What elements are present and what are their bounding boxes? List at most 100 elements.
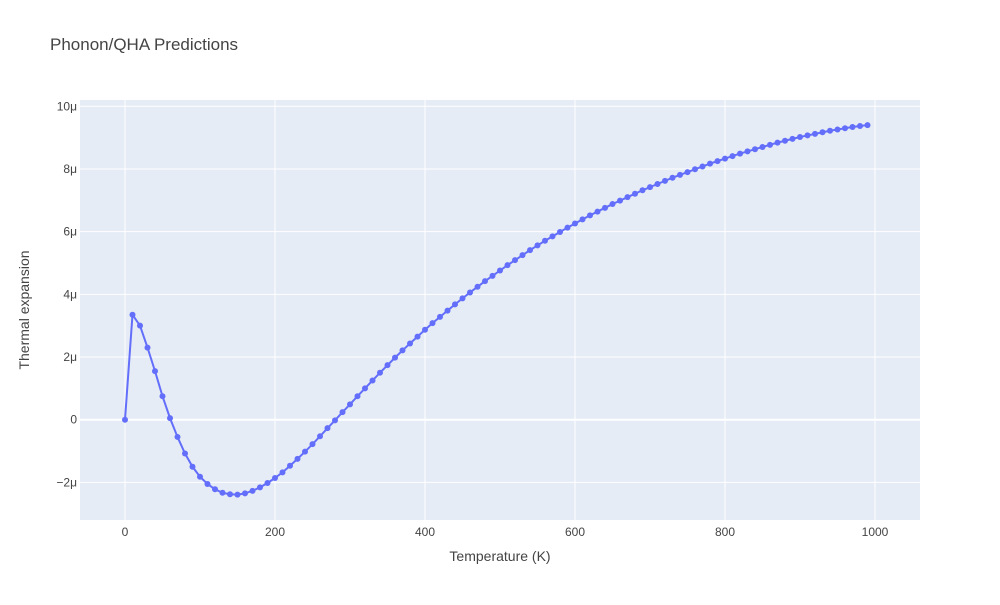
data-point[interactable] [864, 122, 871, 129]
data-point[interactable] [272, 475, 278, 481]
data-point[interactable] [497, 267, 503, 274]
data-point[interactable] [122, 416, 128, 423]
data-point[interactable] [684, 169, 691, 176]
data-point[interactable] [639, 187, 646, 194]
data-point[interactable] [377, 369, 383, 376]
data-point[interactable] [632, 190, 638, 197]
data-point[interactable] [767, 141, 773, 148]
data-point[interactable] [812, 130, 818, 137]
data-point[interactable] [564, 224, 571, 231]
data-point[interactable] [189, 463, 196, 470]
data-point[interactable] [234, 491, 241, 498]
data-point[interactable] [324, 425, 331, 432]
data-point[interactable] [489, 272, 496, 279]
data-point[interactable] [677, 171, 683, 178]
data-point[interactable] [339, 409, 346, 416]
data-point[interactable] [399, 347, 406, 354]
data-point[interactable] [707, 160, 713, 167]
data-point[interactable] [842, 125, 848, 132]
data-point[interactable] [729, 153, 736, 160]
data-point[interactable] [714, 158, 721, 165]
data-point[interactable] [534, 242, 541, 249]
data-point[interactable] [444, 307, 451, 314]
data-point[interactable] [662, 177, 668, 184]
data-point[interactable] [782, 137, 788, 144]
data-point[interactable] [287, 462, 293, 469]
data-point[interactable] [204, 480, 211, 487]
data-point[interactable] [279, 469, 286, 476]
data-point[interactable] [467, 289, 473, 296]
data-point[interactable] [227, 491, 233, 498]
data-point[interactable] [422, 326, 428, 333]
data-point[interactable] [819, 129, 826, 136]
data-point[interactable] [197, 473, 203, 480]
data-point[interactable] [152, 368, 158, 375]
data-point[interactable] [654, 181, 661, 187]
data-point[interactable] [159, 393, 166, 400]
data-point[interactable] [174, 433, 181, 440]
data-point[interactable] [669, 174, 676, 181]
data-point[interactable] [137, 322, 143, 329]
data-point[interactable] [392, 354, 398, 361]
data-point[interactable] [474, 283, 481, 290]
data-point[interactable] [317, 433, 323, 440]
data-point[interactable] [804, 132, 811, 139]
data-point[interactable] [699, 163, 706, 170]
data-point[interactable] [302, 448, 308, 455]
data-point[interactable] [362, 385, 368, 392]
data-point[interactable] [332, 417, 338, 424]
data-point[interactable] [609, 201, 616, 208]
data-point[interactable] [519, 252, 526, 259]
data-point[interactable] [309, 441, 316, 448]
data-point[interactable] [369, 377, 376, 384]
data-point[interactable] [257, 484, 263, 491]
data-point[interactable] [594, 208, 601, 215]
data-point[interactable] [512, 257, 518, 264]
data-point[interactable] [774, 139, 781, 146]
data-point[interactable] [647, 184, 653, 191]
data-point[interactable] [384, 362, 391, 369]
data-point[interactable] [429, 320, 436, 327]
data-point[interactable] [354, 393, 361, 400]
data-point[interactable] [542, 237, 548, 244]
data-point[interactable] [624, 194, 631, 201]
data-point[interactable] [834, 126, 841, 133]
data-point[interactable] [557, 228, 563, 235]
data-point[interactable] [452, 301, 458, 308]
data-point[interactable] [504, 262, 511, 269]
data-point[interactable] [789, 135, 796, 142]
data-point[interactable] [212, 486, 218, 493]
data-point[interactable] [347, 401, 353, 408]
data-point[interactable] [182, 450, 188, 457]
data-point[interactable] [219, 489, 226, 496]
data-point[interactable] [759, 144, 766, 151]
data-point[interactable] [482, 278, 488, 285]
data-point[interactable] [249, 487, 256, 494]
data-point[interactable] [527, 247, 533, 254]
data-point[interactable] [857, 123, 863, 130]
data-point[interactable] [587, 212, 593, 219]
data-point[interactable] [692, 166, 698, 173]
data-point[interactable] [264, 480, 271, 487]
data-point[interactable] [579, 216, 586, 223]
data-point[interactable] [722, 155, 728, 162]
data-point[interactable] [144, 344, 151, 351]
data-point[interactable] [752, 146, 758, 153]
data-point[interactable] [744, 148, 751, 155]
data-point[interactable] [407, 340, 413, 347]
data-point[interactable] [294, 455, 301, 462]
data-point[interactable] [827, 127, 833, 134]
data-point[interactable] [797, 133, 803, 140]
data-point[interactable] [167, 415, 173, 422]
data-point[interactable] [849, 123, 856, 130]
data-point[interactable] [737, 150, 743, 157]
data-point[interactable] [572, 220, 578, 227]
data-point[interactable] [617, 197, 623, 204]
data-point[interactable] [459, 295, 466, 302]
data-point[interactable] [242, 490, 248, 497]
data-point[interactable] [549, 233, 556, 240]
data-point[interactable] [437, 313, 443, 320]
data-point[interactable] [602, 204, 608, 211]
data-point[interactable] [414, 333, 421, 340]
data-point[interactable] [129, 311, 136, 318]
